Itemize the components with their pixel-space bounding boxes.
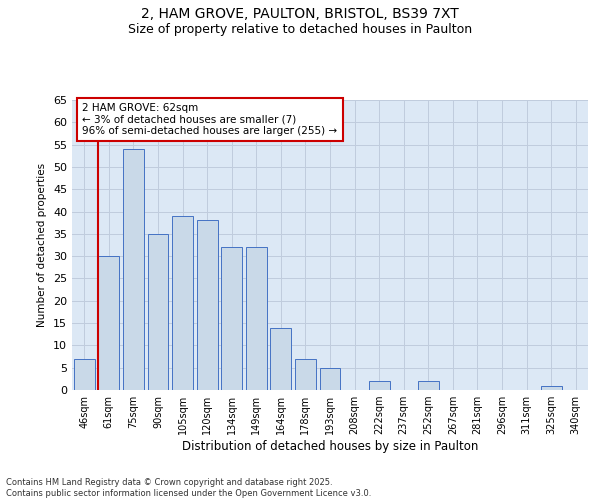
Text: 2, HAM GROVE, PAULTON, BRISTOL, BS39 7XT: 2, HAM GROVE, PAULTON, BRISTOL, BS39 7XT <box>141 8 459 22</box>
Bar <box>246 247 267 390</box>
Y-axis label: Number of detached properties: Number of detached properties <box>37 163 47 327</box>
Text: Size of property relative to detached houses in Paulton: Size of property relative to detached ho… <box>128 22 472 36</box>
Text: 2 HAM GROVE: 62sqm
← 3% of detached houses are smaller (7)
96% of semi-detached : 2 HAM GROVE: 62sqm ← 3% of detached hous… <box>82 103 337 136</box>
Bar <box>98 256 119 390</box>
Bar <box>271 328 292 390</box>
Bar <box>418 381 439 390</box>
Bar <box>320 368 340 390</box>
Bar <box>368 381 389 390</box>
Bar <box>295 359 316 390</box>
Bar <box>197 220 218 390</box>
Bar <box>172 216 193 390</box>
Bar <box>148 234 169 390</box>
Bar <box>221 247 242 390</box>
Bar <box>541 386 562 390</box>
Bar <box>74 359 95 390</box>
Bar <box>123 149 144 390</box>
X-axis label: Distribution of detached houses by size in Paulton: Distribution of detached houses by size … <box>182 440 478 453</box>
Text: Contains HM Land Registry data © Crown copyright and database right 2025.
Contai: Contains HM Land Registry data © Crown c… <box>6 478 371 498</box>
